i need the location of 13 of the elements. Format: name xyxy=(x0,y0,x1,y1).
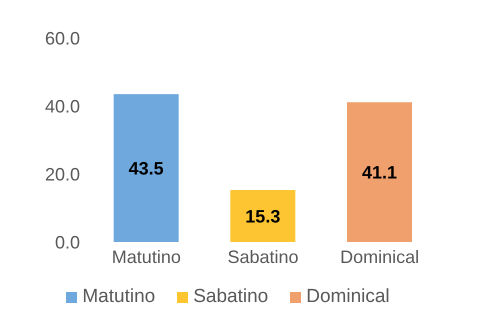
y-tick-label: 60.0 xyxy=(44,28,80,48)
y-tick-label: 40.0 xyxy=(44,96,80,116)
data-label: 15.3 xyxy=(245,206,280,226)
y-tick-label: 0.0 xyxy=(54,232,80,252)
y-tick-label: 20.0 xyxy=(44,164,80,184)
x-tick-label: Matutino xyxy=(82,286,156,308)
x-tick-label: Dominical xyxy=(306,286,390,308)
series-label: Dominical xyxy=(340,246,420,267)
series-label: Sabatino xyxy=(227,246,299,267)
x-tick-label: Sabatino xyxy=(193,286,268,308)
data-label: 43.5 xyxy=(128,158,164,178)
series-label: Matutino xyxy=(112,246,181,267)
data-label: 41.1 xyxy=(362,162,398,183)
